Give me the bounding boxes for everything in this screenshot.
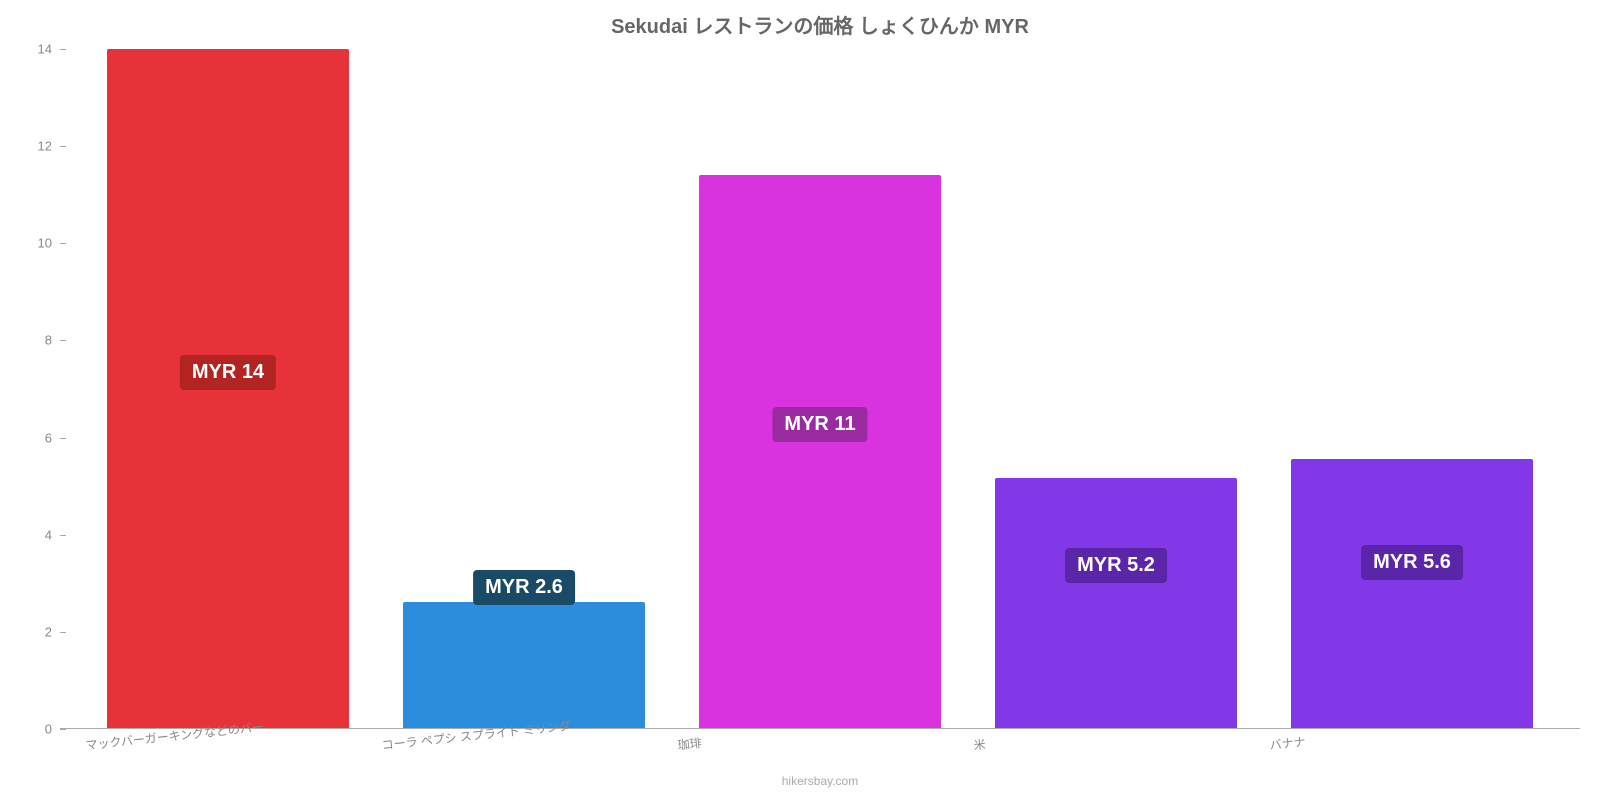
y-tick-label: 4	[45, 527, 52, 542]
bar-value-label: MYR 2.6	[473, 570, 575, 605]
bar: MYR 5.2	[995, 478, 1238, 728]
chart-title: Sekudai レストランの価格 しょくひんか MYR	[60, 10, 1580, 39]
chart-container: Sekudai レストランの価格 しょくひんか MYR 02468101214 …	[60, 10, 1580, 790]
attribution-text: hikersbay.com	[782, 774, 858, 788]
y-tick-label: 2	[45, 624, 52, 639]
y-tick-label: 12	[38, 139, 52, 154]
bar-value-label: MYR 11	[772, 407, 867, 442]
bar-group: MYR 11	[672, 49, 968, 728]
bar-group: MYR 5.2	[968, 49, 1264, 728]
x-axis: マックバーガーキングなどのバーコーラ ペプシ スプライト ミリンダ珈琲米バナナ	[60, 729, 1580, 779]
bars-area: MYR 14 MYR 2.6 MYR 11 MYR 5.2 MYR 5.6	[60, 49, 1580, 728]
bar-value-label: MYR 5.6	[1361, 545, 1463, 580]
bar-group: MYR 5.6	[1264, 49, 1560, 728]
y-tick-label: 14	[38, 42, 52, 57]
y-tick-label: 8	[45, 333, 52, 348]
bar: MYR 11	[699, 175, 942, 728]
plot-area: 02468101214 MYR 14MYR 2.6MYR 11MYR 5.2MY…	[60, 49, 1580, 729]
y-tick-label: 0	[45, 722, 52, 737]
y-tick-label: 6	[45, 430, 52, 445]
y-axis: 02468101214	[30, 49, 60, 728]
bar: MYR 5.6	[1291, 459, 1534, 728]
bar-group: MYR 14	[80, 49, 376, 728]
y-tick-label: 10	[38, 236, 52, 251]
bar: MYR 14	[107, 49, 350, 728]
bar-value-label: MYR 14	[180, 355, 276, 390]
bar-value-label: MYR 5.2	[1065, 548, 1167, 583]
bar-group: MYR 2.6	[376, 49, 672, 728]
